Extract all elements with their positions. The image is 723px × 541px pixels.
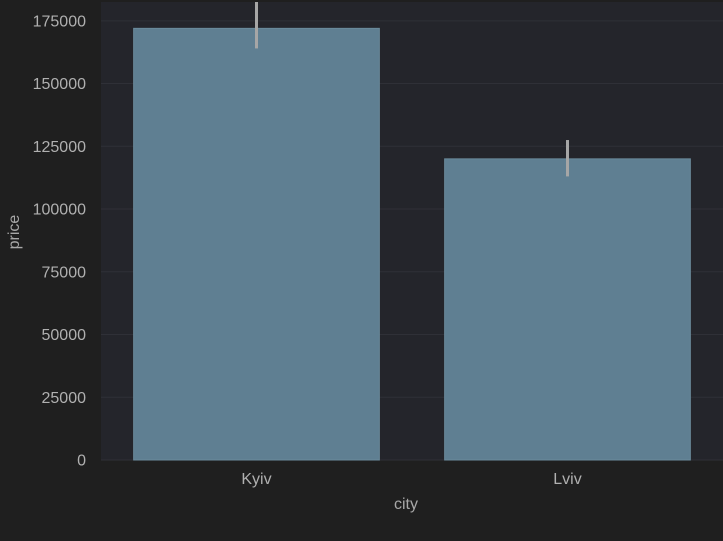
y-axis-ticks: 0 25000 50000 75000 100000 125000 150000 175000: [33, 13, 86, 469]
y-tick-label: 75000: [42, 264, 87, 281]
y-tick-label: 150000: [33, 76, 86, 93]
x-tick-label: Lviv: [553, 471, 581, 488]
y-tick-label: 100000: [33, 202, 86, 219]
bar-lviv: [444, 158, 691, 461]
y-tick-label: 25000: [42, 390, 87, 407]
x-axis-ticks: Kyiv Lviv: [241, 471, 581, 488]
error-bars: [255, 2, 569, 177]
x-tick-label: Kyiv: [241, 471, 271, 488]
x-axis-label: city: [394, 496, 418, 513]
y-tick-label: 50000: [42, 327, 87, 344]
bar-kyiv: [133, 27, 380, 461]
y-axis-label: price: [6, 215, 23, 250]
y-tick-label: 125000: [33, 139, 86, 156]
bars: [133, 27, 691, 461]
y-tick-label: 175000: [33, 13, 86, 30]
y-tick-label: 0: [77, 453, 86, 470]
